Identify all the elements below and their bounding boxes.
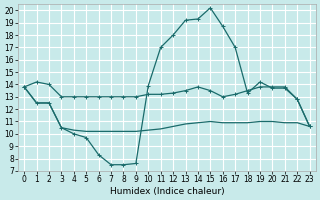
X-axis label: Humidex (Indice chaleur): Humidex (Indice chaleur) <box>109 187 224 196</box>
